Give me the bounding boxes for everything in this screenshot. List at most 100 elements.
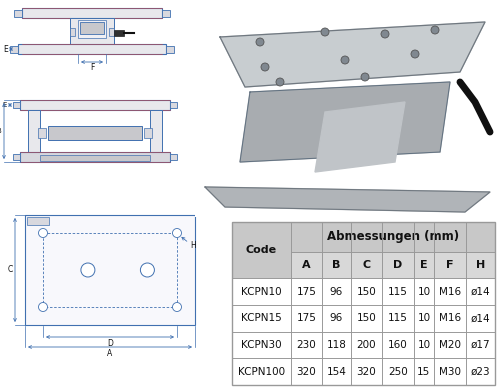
Text: 230: 230 (296, 340, 316, 350)
Text: H: H (476, 260, 485, 270)
Text: 200: 200 (356, 340, 376, 350)
Bar (114, 30, 124, 36)
Text: 118: 118 (326, 340, 346, 350)
Text: C: C (362, 260, 370, 270)
Bar (232, 222, 495, 252)
Bar (170, 154, 177, 160)
Circle shape (256, 38, 264, 46)
Bar (25, 215, 195, 325)
Text: 10: 10 (418, 287, 430, 297)
Bar (20, 100, 170, 110)
Bar (20, 152, 170, 162)
Text: F: F (446, 260, 454, 270)
Polygon shape (205, 187, 490, 212)
Circle shape (381, 30, 389, 38)
Text: ø17: ø17 (470, 340, 490, 350)
Bar (232, 358, 495, 385)
Text: A: A (302, 260, 311, 270)
Text: Code: Code (246, 245, 277, 255)
Bar (14, 10, 22, 17)
Polygon shape (220, 22, 485, 87)
Circle shape (38, 228, 48, 238)
Text: ø14: ø14 (470, 313, 490, 323)
Text: M16: M16 (439, 313, 461, 323)
Bar (232, 332, 495, 358)
Circle shape (431, 26, 439, 34)
Bar (27, 217, 49, 225)
Text: ø23: ø23 (470, 366, 490, 377)
Text: M30: M30 (439, 366, 461, 377)
Text: M16: M16 (439, 287, 461, 297)
Text: KCPN10: KCPN10 (241, 287, 282, 297)
Bar (144, 128, 152, 138)
Text: Abmessungen (mm): Abmessungen (mm) (327, 230, 459, 243)
Text: 10: 10 (418, 313, 430, 323)
Text: D: D (107, 339, 113, 348)
Bar (78, 20, 106, 38)
Circle shape (38, 303, 48, 312)
Text: E: E (3, 102, 7, 108)
Bar (232, 278, 495, 305)
Bar (38, 128, 46, 138)
Bar (232, 305, 495, 332)
Bar (232, 222, 495, 385)
Text: KCPN15: KCPN15 (241, 313, 282, 323)
Text: 175: 175 (296, 313, 316, 323)
Bar (80, 22, 104, 34)
Text: 320: 320 (356, 366, 376, 377)
Circle shape (172, 228, 182, 238)
Circle shape (81, 263, 95, 277)
Text: 96: 96 (330, 313, 343, 323)
Text: 160: 160 (388, 340, 408, 350)
Bar (170, 102, 177, 108)
Bar (40, 155, 150, 161)
Polygon shape (315, 102, 405, 172)
Text: 115: 115 (388, 313, 408, 323)
Text: M20: M20 (439, 340, 461, 350)
Text: B: B (0, 128, 2, 134)
Bar (18, 44, 166, 54)
Circle shape (172, 303, 182, 312)
Circle shape (140, 263, 154, 277)
Text: H: H (190, 240, 196, 250)
Circle shape (261, 63, 269, 71)
Bar (13, 102, 20, 108)
Bar (166, 46, 174, 53)
Text: 175: 175 (296, 287, 316, 297)
Text: 320: 320 (296, 366, 316, 377)
Circle shape (276, 78, 284, 86)
Bar (70, 18, 114, 44)
Bar (109, 28, 114, 36)
Text: 10: 10 (418, 340, 430, 350)
Text: 150: 150 (356, 287, 376, 297)
Text: 15: 15 (418, 366, 430, 377)
Circle shape (361, 73, 369, 81)
Bar (150, 110, 162, 152)
Text: 96: 96 (330, 287, 343, 297)
Text: C: C (8, 265, 12, 274)
Text: KCPN30: KCPN30 (241, 340, 282, 350)
Bar (13, 154, 20, 160)
Text: E: E (4, 45, 8, 53)
Bar (22, 8, 162, 18)
Text: 250: 250 (388, 366, 408, 377)
Text: B: B (332, 260, 340, 270)
Text: 115: 115 (388, 287, 408, 297)
Text: 150: 150 (356, 313, 376, 323)
Bar (290, 252, 495, 278)
Bar (232, 222, 290, 278)
Bar (48, 126, 142, 140)
Bar (10, 46, 18, 53)
Polygon shape (240, 82, 450, 162)
Text: E: E (420, 260, 428, 270)
Bar (162, 10, 170, 17)
Bar (28, 110, 40, 152)
Circle shape (411, 50, 419, 58)
Text: 154: 154 (326, 366, 346, 377)
Circle shape (321, 28, 329, 36)
Text: ø14: ø14 (470, 287, 490, 297)
Bar (195, 2, 495, 217)
Circle shape (341, 56, 349, 64)
Text: KCPN100: KCPN100 (238, 366, 285, 377)
Text: D: D (394, 260, 402, 270)
